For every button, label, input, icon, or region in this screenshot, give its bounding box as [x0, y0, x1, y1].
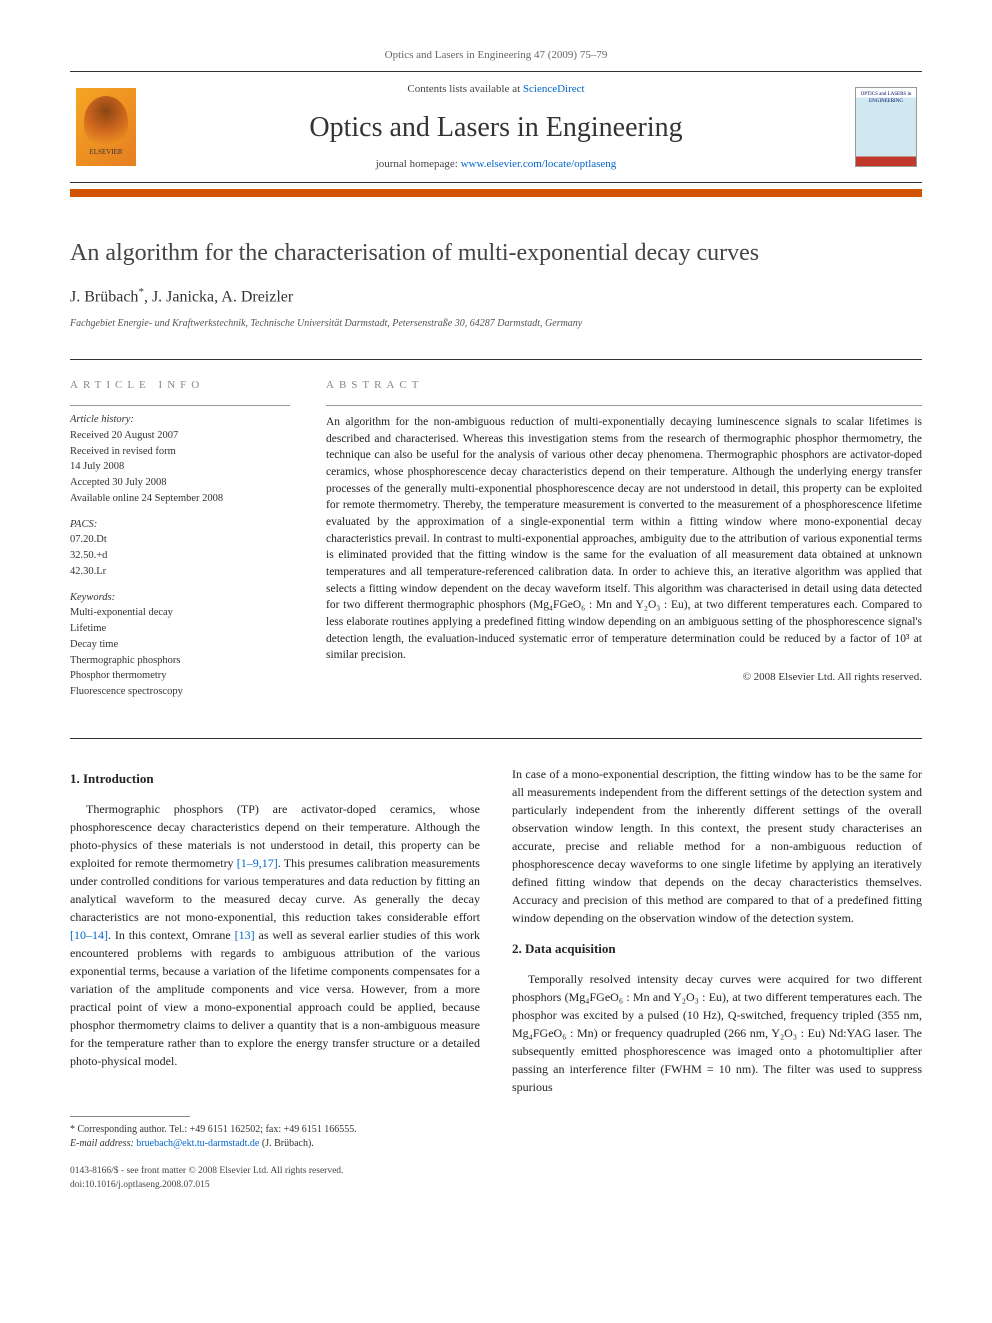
history-revised-1: Received in revised form	[70, 444, 290, 460]
sciencedirect-link[interactable]: ScienceDirect	[523, 83, 585, 95]
body-divider	[70, 738, 922, 739]
elsevier-logo: ELSEVIER	[76, 88, 136, 166]
history-revised-2: 14 July 2008	[70, 459, 290, 475]
section-2-heading: 2. Data acquisition	[512, 939, 922, 959]
pacs-2: 32.50.+d	[70, 548, 290, 564]
journal-title: Optics and Lasers in Engineering	[142, 108, 850, 147]
abstract-column: ABSTRACT An algorithm for the non-ambigu…	[326, 378, 922, 710]
section-2-para-1: Temporally resolved intensity decay curv…	[512, 970, 922, 1096]
bottom-meta: 0143-8166/$ - see front matter © 2008 El…	[70, 1165, 922, 1192]
section-1-para-2: In case of a mono-exponential descriptio…	[512, 765, 922, 927]
abstract-label: ABSTRACT	[326, 378, 922, 393]
kw-5: Phosphor thermometry	[70, 668, 290, 684]
authors-line: J. Brübach*, J. Janicka, A. Dreizler	[70, 285, 922, 309]
cover-thumbnail: OPTICS and LASERS in ENGINEERING	[855, 87, 917, 167]
author-3: A. Dreizler	[221, 288, 293, 305]
publisher-logo-box: ELSEVIER	[70, 72, 142, 182]
elsevier-label: ELSEVIER	[89, 148, 122, 158]
author-2: J. Janicka	[152, 288, 214, 305]
journal-banner: ELSEVIER Contents lists available at Sci…	[70, 71, 922, 183]
pacs-label: PACS:	[70, 517, 290, 533]
article-history-block: Article history: Received 20 August 2007…	[70, 405, 290, 507]
homepage-link[interactable]: www.elsevier.com/locate/optlaseng	[461, 158, 617, 170]
body-columns: 1. Introduction Thermographic phosphors …	[70, 765, 922, 1097]
corr-email-line: E-mail address: bruebach@ekt.tu-darmstad…	[70, 1137, 922, 1151]
keywords-label: Keywords:	[70, 590, 290, 606]
history-received: Received 20 August 2007	[70, 428, 290, 444]
running-header: Optics and Lasers in Engineering 47 (200…	[70, 48, 922, 63]
history-label: Article history:	[70, 412, 290, 428]
ref-link-1[interactable]: [1–9,17]	[237, 856, 278, 870]
abstract-copyright: © 2008 Elsevier Ltd. All rights reserved…	[326, 670, 922, 685]
kw-6: Fluorescence spectroscopy	[70, 684, 290, 700]
homepage-prefix: journal homepage:	[376, 158, 461, 170]
article-title: An algorithm for the characterisation of…	[70, 237, 922, 271]
corr-email-name: (J. Brübach).	[259, 1138, 313, 1149]
doi-line: doi:10.1016/j.optlaseng.2008.07.015	[70, 1179, 922, 1192]
s1p1-d: as well as several earlier studies of th…	[70, 928, 480, 1068]
s1p1-c: . In this context, Omrane	[108, 928, 235, 942]
corr-email-link[interactable]: bruebach@ekt.tu-darmstadt.de	[136, 1138, 259, 1149]
corr-author-line: * Corresponding author. Tel.: +49 6151 1…	[70, 1123, 922, 1137]
history-online: Available online 24 September 2008	[70, 491, 290, 507]
author-1: J. Brübach	[70, 288, 138, 305]
kw-1: Multi-exponential decay	[70, 605, 290, 621]
elsevier-tree-icon	[84, 96, 128, 146]
pacs-block: PACS: 07.20.Dt 32.50.+d 42.30.Lr	[70, 517, 290, 580]
article-info-label: ARTICLE INFO	[70, 378, 290, 393]
kw-2: Lifetime	[70, 621, 290, 637]
section-1-heading: 1. Introduction	[70, 769, 480, 789]
contents-prefix: Contents lists available at	[407, 83, 522, 95]
ref-link-2[interactable]: [10–14]	[70, 928, 108, 942]
ref-link-3[interactable]: [13]	[235, 928, 255, 942]
contents-line: Contents lists available at ScienceDirec…	[142, 82, 850, 97]
affiliation: Fachgebiet Energie- und Kraftwerkstechni…	[70, 317, 922, 331]
corr-mark: *	[138, 286, 144, 298]
cover-thumbnail-box: OPTICS and LASERS in ENGINEERING	[850, 72, 922, 182]
corresponding-author-footnote: * Corresponding author. Tel.: +49 6151 1…	[70, 1123, 922, 1151]
pacs-3: 42.30.Lr	[70, 564, 290, 580]
keywords-block: Keywords: Multi-exponential decay Lifeti…	[70, 590, 290, 700]
banner-center: Contents lists available at ScienceDirec…	[142, 72, 850, 182]
pacs-1: 07.20.Dt	[70, 532, 290, 548]
email-label: E-mail address:	[70, 1138, 136, 1149]
abstract-text: An algorithm for the non-ambiguous reduc…	[326, 405, 922, 664]
orange-divider-bar	[70, 189, 922, 197]
issn-line: 0143-8166/$ - see front matter © 2008 El…	[70, 1165, 922, 1178]
footnote-separator	[70, 1116, 190, 1117]
cover-label: OPTICS and LASERS in ENGINEERING	[861, 92, 912, 104]
history-accepted: Accepted 30 July 2008	[70, 475, 290, 491]
kw-4: Thermographic phosphors	[70, 653, 290, 669]
kw-3: Decay time	[70, 637, 290, 653]
section-1-para-1: Thermographic phosphors (TP) are activat…	[70, 800, 480, 1070]
article-info-column: ARTICLE INFO Article history: Received 2…	[70, 378, 290, 710]
homepage-line: journal homepage: www.elsevier.com/locat…	[142, 157, 850, 172]
